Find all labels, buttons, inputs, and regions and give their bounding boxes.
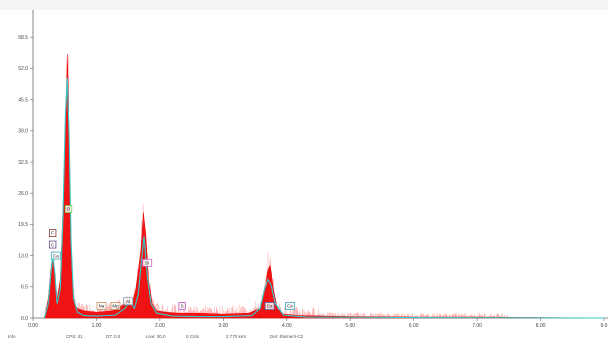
x-tick-label: 4.00 — [282, 323, 292, 329]
peak-label-box — [49, 229, 57, 237]
peak-label-box — [110, 302, 121, 310]
peak-label-box — [142, 258, 153, 267]
peak-label-text: Ca — [53, 253, 59, 258]
peak-label-text: F — [51, 231, 54, 236]
x-tick-label: 0.00 — [28, 323, 38, 329]
status-bar: Info CPS: 41 DT: 0.0 Live: 30.0 0 Cnts 2… — [0, 331, 608, 340]
y-tick-label: 13.0 — [18, 253, 28, 259]
status-cnts: 0 Cnts — [186, 334, 200, 339]
peak-label-box — [285, 302, 295, 310]
status-info: Info — [8, 334, 16, 339]
y-tick-label: 32.5 — [18, 160, 28, 166]
x-tick-label: 6.00 — [409, 323, 419, 329]
peak-label-box — [178, 302, 186, 310]
peak-label-text: Al — [126, 299, 130, 304]
status-dt: DT: 0.0 — [106, 334, 121, 339]
x-tick-label: 1.00 — [92, 323, 102, 329]
peak-label: S — [178, 302, 186, 310]
y-tick-label: 39.0 — [18, 129, 28, 135]
y-tick-label: 6.5 — [21, 285, 28, 291]
status-live: Live: 30.0 — [146, 334, 166, 339]
peak-label: Ca — [50, 251, 61, 260]
peak-label-text: Si — [145, 261, 149, 266]
peak-label: Na — [96, 302, 107, 310]
peak-label-text: O — [67, 207, 71, 212]
chart-axes — [32, 10, 608, 319]
status-cps: CPS: 41 — [66, 334, 83, 339]
y-tick-label: 58.5 — [18, 35, 28, 41]
y-tick-label: 52.0 — [18, 66, 28, 72]
peak-label-box — [96, 302, 107, 310]
spectrum-series-fill — [44, 53, 605, 319]
peak-label-text: C — [51, 242, 55, 247]
peak-label: C — [49, 240, 57, 249]
spectrum-minor-lines — [45, 56, 509, 318]
peak-label-text: S — [181, 304, 184, 309]
status-kev: 2.770 keV — [226, 334, 247, 339]
peak-label: F — [49, 229, 57, 237]
x-tick-label: 9.0 — [601, 323, 608, 329]
x-tick-label: 2.00 — [155, 323, 165, 329]
peak-label-text: Na — [99, 304, 105, 309]
peak-label: Si — [142, 258, 153, 267]
x-tick-label: 7.00 — [472, 323, 482, 329]
y-tick-label: 26.0 — [18, 191, 28, 197]
peak-label-box — [64, 205, 73, 213]
peak-label-text: Ca — [287, 304, 293, 309]
status-det: Det: Element-C2 — [270, 334, 304, 339]
x-tick-label: 5.00 — [345, 323, 355, 329]
y-tick-label: 19.5 — [18, 222, 28, 228]
peak-label-text: Mg — [112, 304, 119, 309]
peak-label-box — [49, 240, 57, 249]
peak-label: Mg — [110, 302, 121, 310]
peak-label: Ca — [264, 302, 275, 310]
peak-annotations: F C Ca O Si Na Mg Al S Ca Ca — [49, 205, 295, 310]
x-tick-label: 8.00 — [536, 323, 546, 329]
y-tick-label: 0.0 — [21, 316, 28, 322]
peak-label: O — [64, 205, 73, 213]
y-axis-ticks: 0.0 6.5 13.0 19.5 26.0 32.5 39.0 45.5 52.0 58.5 — [18, 35, 33, 322]
top-strip — [0, 0, 608, 10]
series-layer — [43, 53, 605, 319]
peak-label-box — [264, 302, 275, 310]
peak-label-text: Ca — [267, 304, 273, 309]
peak-label: Ca — [285, 302, 295, 310]
peak-label-box — [50, 251, 61, 260]
x-tick-label: 3.00 — [218, 323, 228, 329]
peak-label-box — [123, 297, 134, 306]
peak-label: Al — [123, 297, 134, 306]
x-axis-ticks: 0.00 1.00 2.00 3.00 4.00 5.00 6.00 7.00 8.00 9.0 — [28, 318, 608, 329]
y-tick-label: 45.5 — [18, 97, 28, 103]
fit-series-line — [43, 77, 605, 319]
